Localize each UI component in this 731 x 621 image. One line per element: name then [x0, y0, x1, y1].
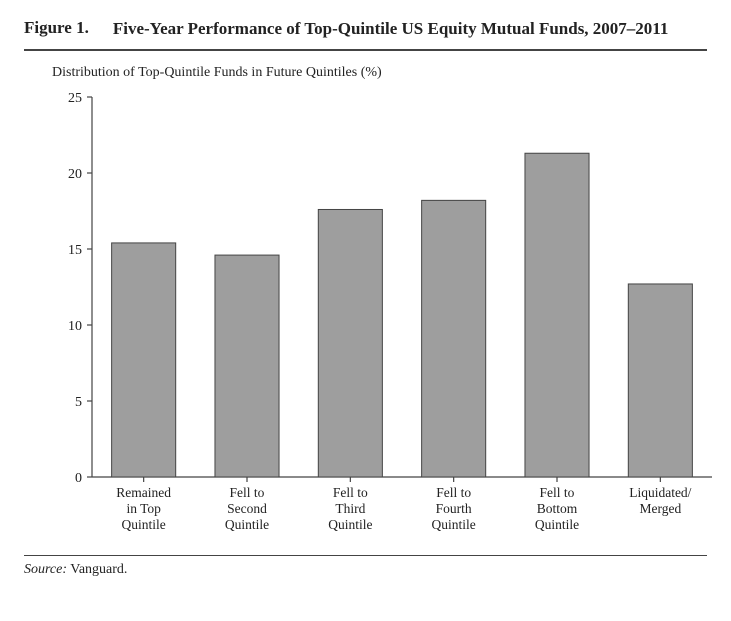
- category-label: Merged: [639, 501, 681, 516]
- source-line: Source: Vanguard.: [24, 555, 707, 578]
- category-label: Quintile: [122, 517, 166, 532]
- figure-title: Five-Year Performance of Top-Quintile US…: [113, 18, 669, 41]
- y-tick-label: 10: [68, 319, 82, 334]
- category-label: in Top: [126, 501, 161, 516]
- figure-number: Figure 1.: [24, 18, 89, 38]
- category-label: Remained: [116, 485, 171, 500]
- figure-header: Figure 1. Five-Year Performance of Top-Q…: [24, 18, 707, 51]
- category-label: Fourth: [436, 501, 472, 516]
- category-label: Second: [227, 501, 267, 516]
- category-label: Quintile: [535, 517, 579, 532]
- bar: [112, 243, 176, 477]
- category-label: Fell to: [436, 485, 471, 500]
- y-tick-label: 15: [68, 243, 82, 258]
- bar: [525, 153, 589, 477]
- source-text: Vanguard.: [70, 562, 127, 577]
- bar: [422, 200, 486, 477]
- y-tick-label: 25: [68, 91, 82, 106]
- category-label: Quintile: [432, 517, 476, 532]
- source-label: Source:: [24, 562, 67, 577]
- category-label: Fell to: [540, 485, 575, 500]
- y-tick-label: 20: [68, 167, 82, 182]
- bar-chart: 0510152025Remainedin TopQuintileFell toS…: [52, 87, 707, 547]
- category-label: Third: [335, 501, 365, 516]
- category-label: Fell to: [230, 485, 265, 500]
- category-label: Quintile: [328, 517, 372, 532]
- bar: [215, 255, 279, 477]
- y-tick-label: 0: [75, 471, 82, 486]
- category-label: Liquidated/: [629, 485, 691, 500]
- bar: [318, 209, 382, 477]
- chart-svg: 0510152025Remainedin TopQuintileFell toS…: [52, 87, 722, 547]
- category-label: Bottom: [537, 501, 578, 516]
- y-tick-label: 5: [75, 395, 82, 410]
- chart-subtitle: Distribution of Top-Quintile Funds in Fu…: [52, 65, 707, 81]
- category-label: Quintile: [225, 517, 269, 532]
- category-label: Fell to: [333, 485, 368, 500]
- bar: [628, 284, 692, 477]
